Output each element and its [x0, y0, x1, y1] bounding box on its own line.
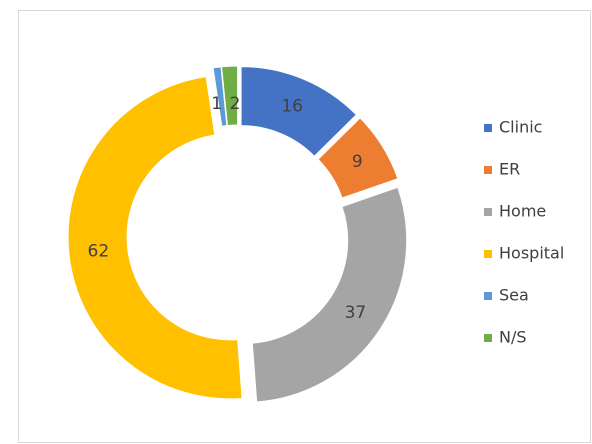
legend-swatch — [484, 250, 492, 258]
data-label: 16 — [281, 96, 303, 116]
legend-label: Clinic — [499, 118, 542, 137]
legend-label: Sea — [499, 286, 529, 305]
donut-slice — [212, 66, 228, 127]
legend-swatch — [484, 208, 492, 216]
legend-swatch — [484, 334, 492, 342]
data-label: 62 — [88, 242, 110, 262]
donut-slice — [251, 186, 408, 403]
legend-label: ER — [499, 160, 520, 179]
legend-label: Home — [499, 202, 546, 221]
donut-slice — [67, 76, 243, 400]
legend-swatch — [484, 166, 492, 174]
legend-label: N/S — [499, 328, 527, 347]
data-label: 37 — [345, 303, 367, 323]
legend-swatch — [484, 292, 492, 300]
donut-slice — [240, 66, 358, 157]
donut-slice — [317, 117, 399, 199]
data-label: 2 — [230, 94, 241, 114]
data-label: 9 — [352, 152, 363, 172]
legend-swatch — [484, 124, 492, 132]
donut-slice — [221, 65, 239, 127]
data-label: 1 — [211, 94, 222, 114]
legend-label: Hospital — [499, 244, 564, 263]
